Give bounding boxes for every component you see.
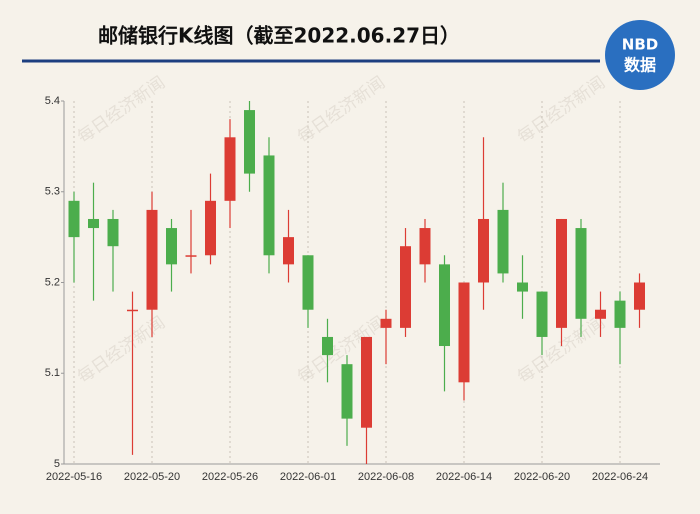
candle-body [185,255,197,257]
x-tick-label: 2022-06-24 [592,471,648,483]
x-tick-label: 2022-06-14 [436,471,492,483]
x-tick-label: 2022-05-26 [202,471,258,483]
candle-body [361,336,372,428]
candle-body [536,291,548,337]
y-tick-label: 5.3 [45,186,60,198]
candle-body [283,237,294,265]
x-tick-label: 2022-05-16 [46,471,102,483]
logo [605,20,675,90]
candle-body [263,155,275,256]
candle-body [88,218,99,229]
logo-bottom: 数据 [624,56,656,75]
candle-body [205,200,216,256]
candle-body [68,200,80,238]
candle-body [595,309,606,319]
logo-top: NBD [622,36,658,54]
candle-body [302,255,314,310]
y-tick-label: 5.4 [45,95,60,107]
candle-body [439,264,450,347]
candle-body [517,282,528,292]
y-tick-label: 5.2 [45,276,60,288]
x-tick-label: 2022-05-20 [124,471,180,483]
candle-body [634,282,645,310]
candle-body [556,218,567,328]
candle-body [244,110,255,174]
chart-title: 邮储银行K线图（截至2022.06.27日） [98,24,460,48]
candle-body [400,246,411,328]
candle-body [107,218,119,247]
candle-body [497,209,509,274]
candle-body [146,209,158,310]
candle-body [341,364,353,419]
candle-body [380,318,392,328]
candle-body [322,336,333,356]
candle-body [614,300,626,328]
x-tick-label: 2022-06-01 [280,471,336,483]
x-tick-label: 2022-06-08 [358,471,414,483]
candle-body [166,228,177,265]
candle-body [224,137,236,201]
candle-body [458,282,470,383]
candle-body [478,218,489,283]
y-tick-label: 5 [54,458,60,470]
candle-body [575,228,587,319]
x-tick-label: 2022-06-20 [514,471,570,483]
candle-body [419,228,431,265]
y-tick-label: 5.1 [45,367,60,379]
candle-body [127,309,138,312]
